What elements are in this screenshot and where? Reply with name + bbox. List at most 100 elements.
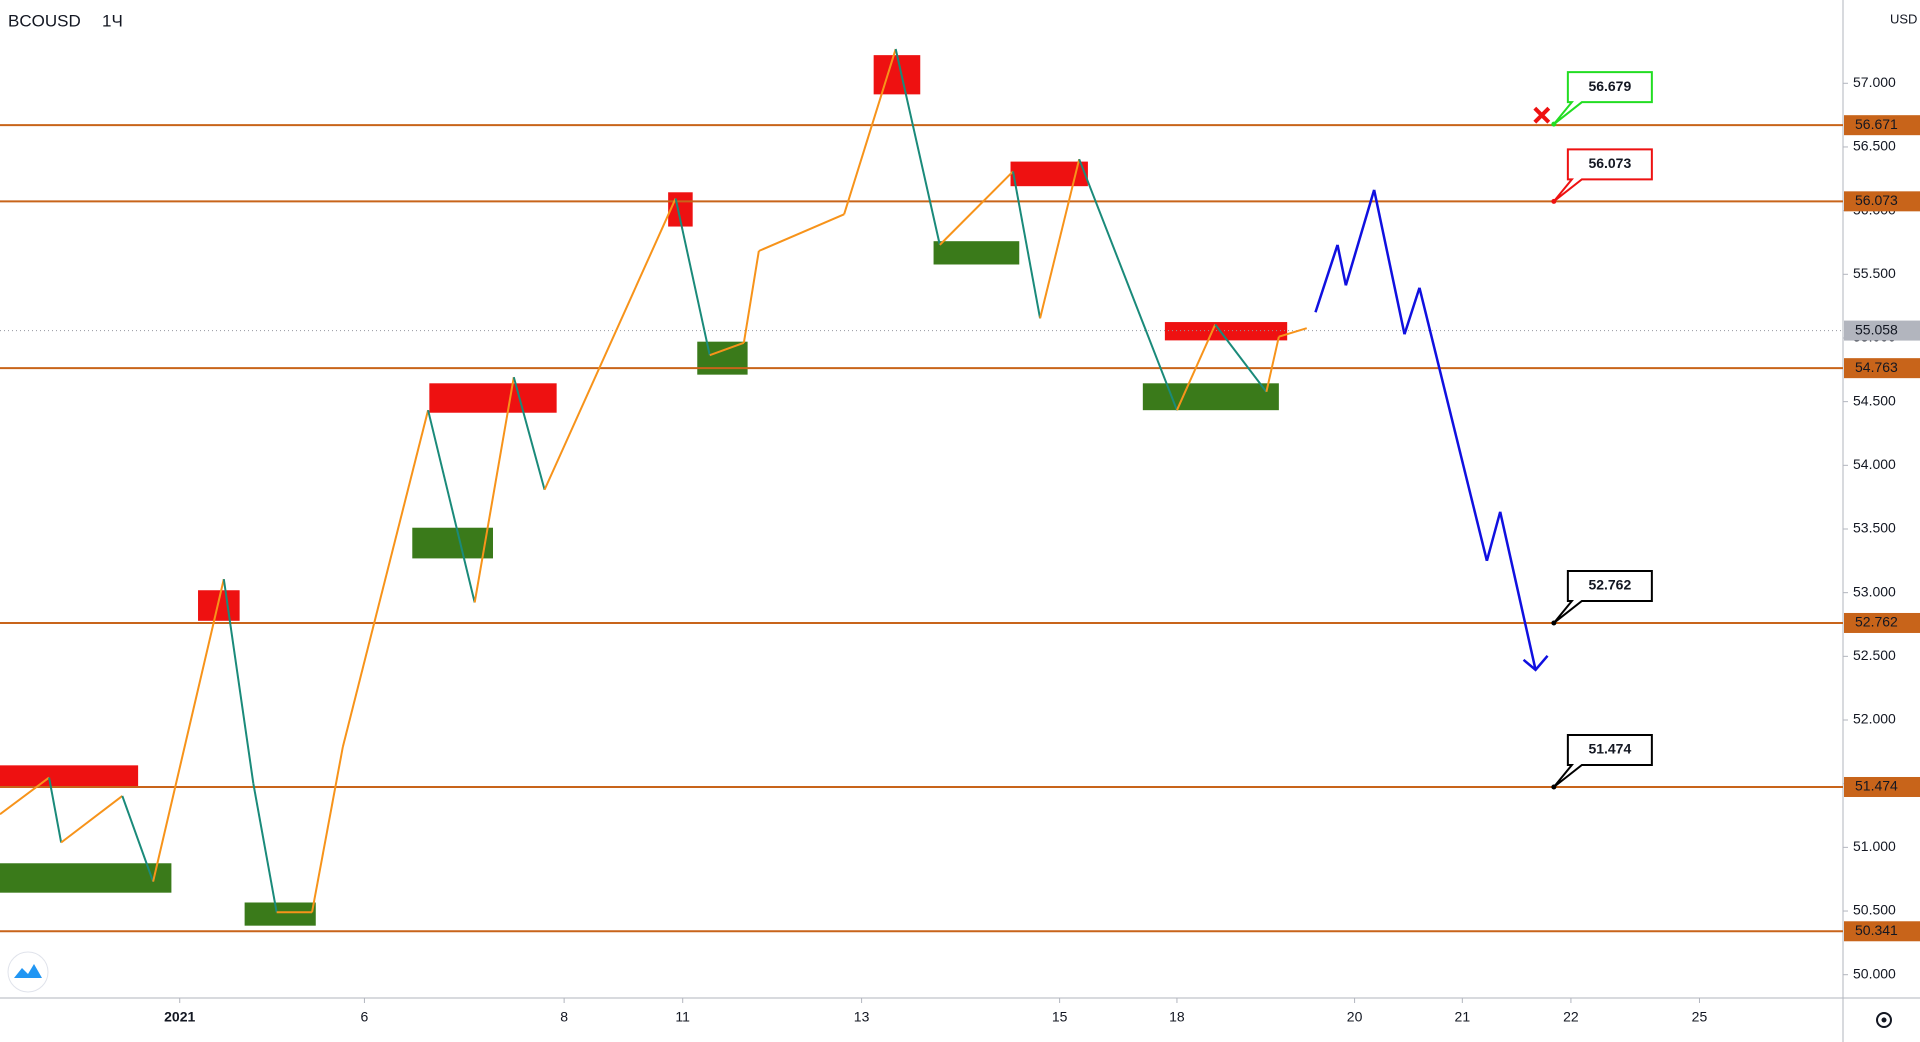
price-segment (152, 578, 225, 882)
price-segment (742, 250, 760, 343)
price-segment (1498, 511, 1537, 671)
price-segment (1314, 244, 1339, 313)
price-segment (939, 170, 1014, 246)
y-tick-label: 51.000 (1853, 838, 1896, 854)
callout-label: 51.474 (1588, 741, 1631, 757)
zone (697, 341, 748, 375)
callout-anchor (1551, 620, 1557, 626)
zone (0, 863, 172, 893)
x-tick-label: 21 (1455, 1009, 1471, 1025)
level-label: 56.671 (1855, 116, 1898, 132)
callout-label: 56.679 (1588, 78, 1631, 94)
zone (198, 590, 240, 621)
zones (0, 55, 1288, 926)
y-tick-label: 54.000 (1853, 456, 1896, 472)
level-label: 52.762 (1855, 614, 1898, 630)
level-tag (1844, 358, 1920, 379)
price-segment (543, 197, 677, 491)
callout-box (1553, 71, 1653, 125)
y-tick-label: 52.000 (1853, 711, 1896, 727)
callout-label: 56.073 (1588, 155, 1631, 171)
callout-label: 52.762 (1588, 577, 1631, 593)
series (0, 48, 1308, 914)
zone (244, 902, 316, 926)
currency: USD (1890, 11, 1917, 26)
y-tick-label: 55.500 (1853, 265, 1896, 281)
x-tick-label: 20 (1347, 1009, 1363, 1025)
price-segment (121, 795, 155, 882)
level-label: 54.763 (1855, 359, 1898, 375)
stop-marker (1533, 106, 1551, 124)
price-segment (252, 783, 278, 913)
level-label: 50.341 (1855, 922, 1898, 938)
price-segment (1344, 189, 1376, 286)
y-tick-label: 50.500 (1853, 902, 1896, 918)
price-segment (1403, 287, 1421, 335)
last-price-label: 55.058 (1855, 321, 1898, 337)
price-segment (427, 409, 476, 603)
y-tick-label: 57.000 (1853, 74, 1896, 90)
price-segment (0, 776, 50, 816)
price-segment (222, 579, 255, 784)
callout-box (1553, 569, 1653, 624)
price-segment (709, 341, 745, 357)
callout-anchor (1551, 198, 1557, 204)
settings-icon[interactable] (1876, 1012, 1892, 1028)
x-tick-label: 8 (560, 1009, 568, 1025)
x-tick-label: 6 (361, 1009, 369, 1025)
price-segment (311, 746, 344, 913)
price-segment (1265, 336, 1280, 393)
price-segment (341, 409, 430, 748)
level-label: 56.073 (1855, 192, 1898, 208)
level-label: 51.474 (1855, 778, 1898, 794)
y-tick-label: 50.000 (1853, 965, 1896, 981)
price-segment (894, 48, 941, 246)
zone (873, 55, 921, 95)
logo (7, 951, 49, 993)
price-segment (1039, 158, 1081, 319)
price-segment (674, 198, 711, 356)
y-tick-label: 53.000 (1853, 583, 1896, 599)
zone (933, 241, 1020, 265)
zone (412, 527, 493, 559)
callout-anchor (1551, 121, 1557, 127)
price-segment (1176, 324, 1217, 411)
callout-box (1553, 733, 1653, 788)
x-tick-label: 18 (1169, 1009, 1185, 1025)
callout-box (1553, 148, 1653, 203)
x-tick-label: 2021 (164, 1009, 195, 1025)
y-tick-label: 53.500 (1853, 520, 1896, 536)
y-tick-label: 52.500 (1853, 647, 1896, 663)
price-segment (1336, 244, 1348, 286)
zone (429, 383, 557, 413)
level-tag (1844, 115, 1920, 136)
price-segment (473, 377, 515, 603)
interval: 1Ч (102, 11, 123, 30)
price-segment (1485, 511, 1502, 562)
price-segment (843, 48, 897, 215)
price-segment (1278, 327, 1308, 338)
price-segment (1418, 287, 1489, 562)
price-segment (1372, 189, 1406, 335)
zone (1142, 383, 1279, 411)
y-tick-label: 54.500 (1853, 392, 1896, 408)
level-tag (1844, 191, 1920, 212)
callout-anchor (1551, 784, 1557, 790)
price-segment (1012, 171, 1042, 319)
x-tick-label: 25 (1692, 1009, 1708, 1025)
x-tick-label: 15 (1052, 1009, 1068, 1025)
price-segment (60, 795, 123, 844)
y-tick-label: 56.500 (1853, 138, 1896, 154)
level-tag (1844, 776, 1920, 797)
price-segment (758, 213, 845, 252)
symbol: BCOUSD (8, 11, 81, 30)
x-tick-label: 22 (1563, 1009, 1579, 1025)
last-price-tag (1844, 320, 1920, 341)
zone (0, 765, 139, 787)
zone (1164, 322, 1288, 341)
price-segment (48, 777, 63, 843)
price-segment (512, 376, 546, 491)
price-segment (1078, 158, 1178, 411)
level-tag (1844, 921, 1920, 942)
